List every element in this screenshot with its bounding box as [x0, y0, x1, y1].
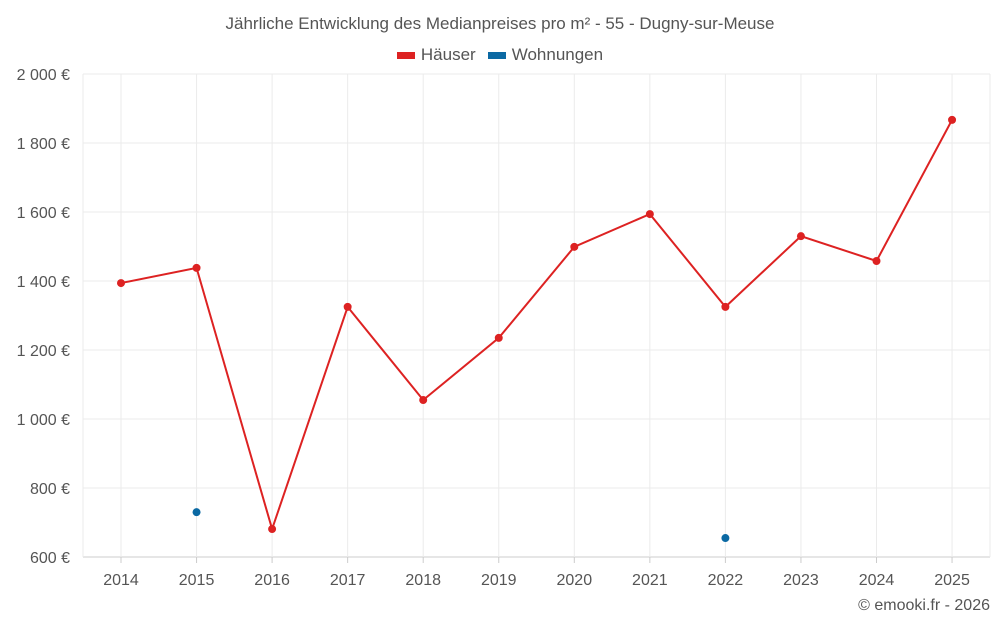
- x-tick-label: 2015: [179, 572, 215, 589]
- data-point-wohnungen: [721, 534, 730, 543]
- data-point-haeuser: [721, 302, 730, 311]
- credit-text: © emooki.fr - 2026: [858, 597, 990, 614]
- x-tick-label: 2014: [103, 572, 139, 589]
- y-tick-label: 600 €: [30, 550, 70, 567]
- y-tick-label: 1 200 €: [17, 343, 70, 360]
- legend-item-haeuser[interactable]: Häuser: [396, 45, 476, 65]
- x-tick-label: 2018: [405, 572, 441, 589]
- x-tick-label: 2016: [254, 572, 290, 589]
- data-point-haeuser: [948, 115, 957, 124]
- legend-item-wohnungen[interactable]: Wohnungen: [487, 45, 604, 65]
- data-point-haeuser: [570, 242, 579, 251]
- x-tick-label: 2017: [330, 572, 366, 589]
- x-tick-label: 2020: [557, 572, 593, 589]
- chart-title: Jährliche Entwicklung des Medianpreises …: [225, 14, 775, 33]
- legend-swatch-wohnungen: [487, 51, 506, 59]
- x-tick-label: 2024: [859, 572, 895, 589]
- y-tick-label: 1 800 €: [17, 136, 70, 153]
- data-point-haeuser: [872, 256, 881, 265]
- data-point-haeuser: [796, 232, 805, 241]
- x-tick-label: 2025: [934, 572, 970, 589]
- x-tick-label: 2022: [708, 572, 744, 589]
- data-point-haeuser: [645, 210, 654, 219]
- y-tick-label: 800 €: [30, 481, 70, 498]
- y-tick-label: 1 600 €: [17, 205, 70, 222]
- data-point-haeuser: [494, 333, 503, 342]
- data-point-wohnungen: [192, 508, 201, 517]
- y-tick-label: 2 000 €: [17, 67, 70, 84]
- legend: Häuser Wohnungen: [0, 45, 1000, 65]
- y-tick-label: 1 400 €: [17, 274, 70, 291]
- x-tick-label: 2021: [632, 572, 668, 589]
- legend-label-haeuser: Häuser: [420, 45, 476, 64]
- data-point-haeuser: [343, 302, 352, 311]
- series-line-0: [120, 119, 953, 533]
- legend-label-wohnungen: Wohnungen: [511, 45, 604, 64]
- data-point-haeuser: [419, 396, 428, 405]
- y-tick-label: 1 000 €: [17, 412, 70, 429]
- x-tick-label: 2019: [481, 572, 517, 589]
- data-point-haeuser: [268, 525, 277, 534]
- data-point-haeuser: [117, 279, 125, 288]
- x-tick-label: 2023: [783, 572, 819, 589]
- data-point-haeuser: [192, 263, 201, 272]
- legend-swatch-haeuser: [396, 51, 415, 59]
